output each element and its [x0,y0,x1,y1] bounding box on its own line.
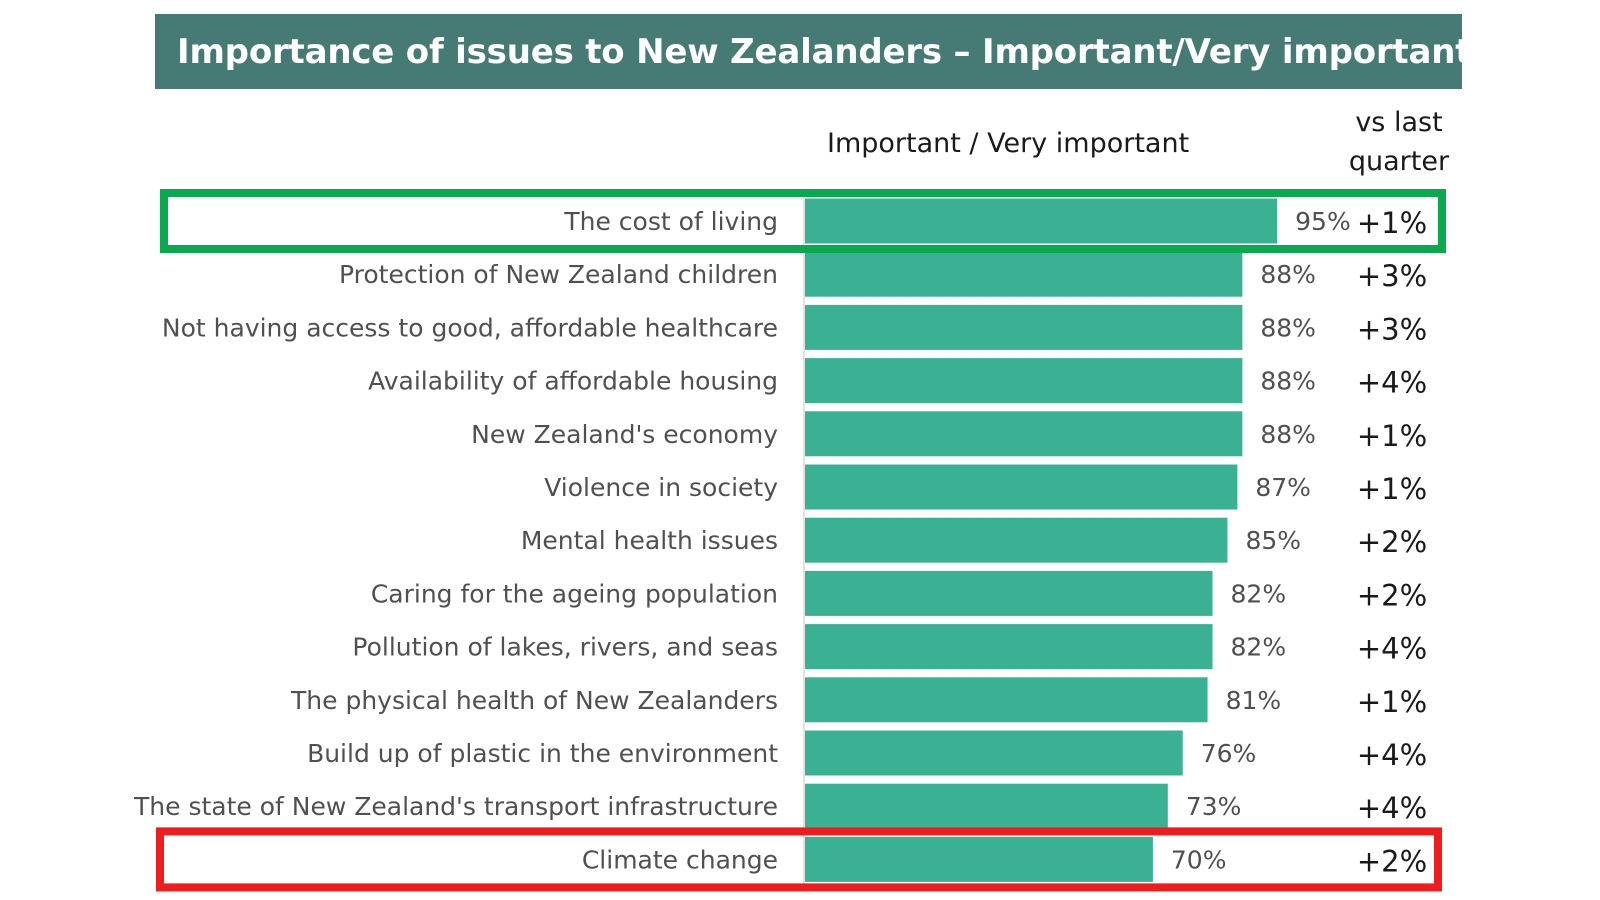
value-label: 81% [1226,686,1282,715]
value-label: 82% [1231,579,1287,608]
value-label: 88% [1260,313,1316,342]
change-label: +1% [1357,206,1427,240]
change-column-header: vs last quarter [1348,107,1450,177]
bar [805,836,1153,882]
change-label: +4% [1357,738,1427,772]
category-label: Mental health issues [521,526,778,555]
change-label: +2% [1357,525,1427,559]
change-label: +4% [1357,791,1427,825]
category-label: The cost of living [563,207,778,236]
value-label: 82% [1231,633,1287,662]
category-label: Protection of New Zealand children [339,260,778,289]
bar [805,570,1213,616]
change-label: +4% [1357,366,1427,400]
bar [805,411,1243,457]
category-label: Pollution of lakes, rivers, and seas [352,633,778,662]
highlight-box-cost-of-living [160,189,1446,253]
bar [805,783,1168,829]
change-label: +4% [1357,632,1427,666]
value-label: 95% [1295,207,1351,236]
bar [805,358,1243,404]
category-label: The state of New Zealand's transport inf… [133,792,778,821]
change-label: +1% [1357,472,1427,506]
change-label: +2% [1357,578,1427,612]
change-label: +2% [1357,844,1427,878]
change-label: +1% [1357,685,1427,719]
value-column-header: Important / Very important [827,128,1190,159]
value-label: 85% [1245,526,1301,555]
category-label: New Zealand's economy [471,420,778,449]
chart-title: Importance of issues to New Zealanders –… [177,32,1472,72]
value-label: 88% [1260,367,1316,396]
category-label: Climate change [582,845,778,874]
category-label: Availability of affordable housing [368,367,778,396]
bar [805,251,1243,297]
bar [805,730,1183,776]
bar [805,677,1208,723]
value-label: 73% [1186,792,1242,821]
category-label: Violence in society [544,473,778,502]
change-label: +3% [1357,259,1427,293]
bar [805,464,1238,510]
value-label: 88% [1260,420,1316,449]
category-label: Caring for the ageing population [371,579,778,608]
bar [805,624,1213,670]
bar [805,198,1278,244]
category-label: Not having access to good, affordable he… [162,313,778,342]
highlight-box-climate-change [156,827,1442,892]
bar [805,517,1228,563]
value-label: 87% [1255,473,1311,502]
title-bar: Importance of issues to New Zealanders –… [155,14,1471,89]
value-label: 88% [1260,260,1316,289]
change-label: +3% [1357,312,1427,346]
value-label: 70% [1171,845,1227,874]
category-label: The physical health of New Zealanders [290,686,778,715]
value-label: 76% [1201,739,1257,768]
category-label: Build up of plastic in the environment [307,739,778,768]
change-label: +1% [1357,419,1427,453]
bar [805,304,1243,350]
